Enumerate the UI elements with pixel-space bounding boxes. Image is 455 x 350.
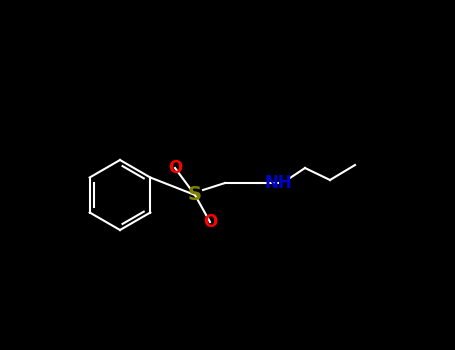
Text: O: O: [203, 213, 217, 231]
Text: S: S: [188, 186, 202, 204]
Text: NH: NH: [264, 174, 292, 192]
Text: O: O: [168, 159, 182, 177]
